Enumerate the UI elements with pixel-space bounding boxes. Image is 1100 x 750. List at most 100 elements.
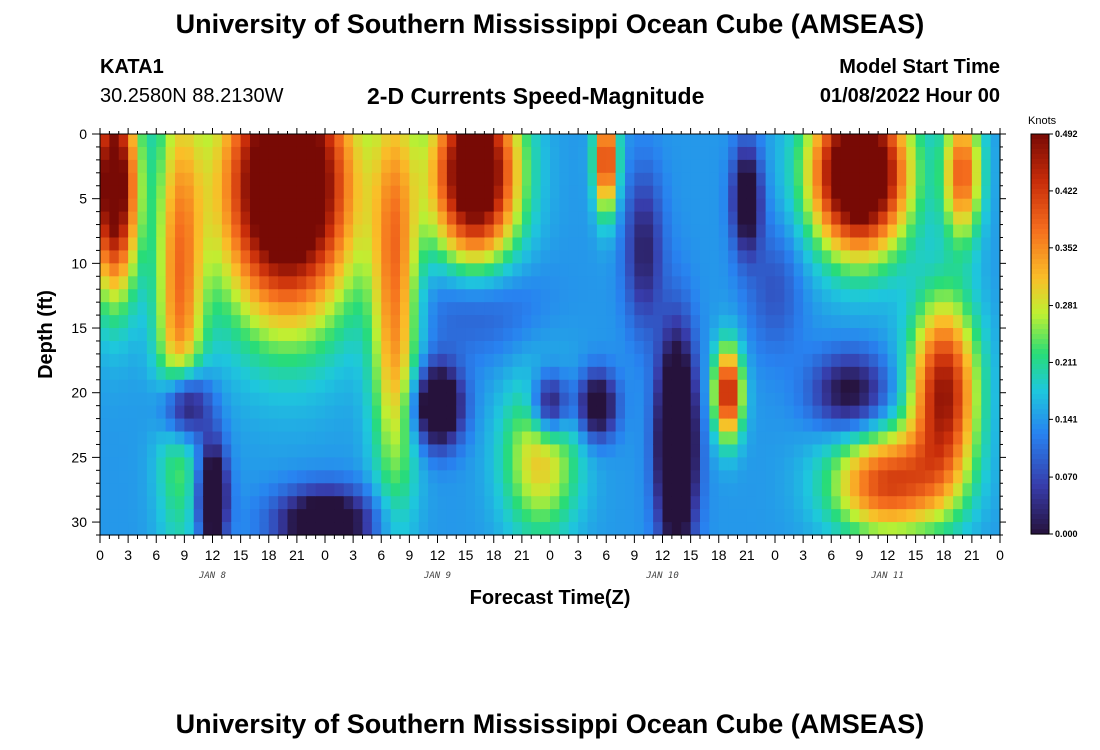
heatmap-cell [165,340,176,355]
heatmap-cell [653,172,664,187]
heatmap-cell [343,366,354,381]
heatmap-cell [831,379,842,394]
heatmap-cell [934,211,945,226]
heatmap-cell [784,483,795,497]
heatmap-cell [362,172,373,187]
heatmap-cell [906,328,917,342]
heatmap-cell [221,224,232,239]
heatmap-cell [878,470,889,484]
heatmap-cell [784,289,795,303]
heatmap-cell [531,496,542,510]
heatmap-cell [953,159,964,174]
heatmap-cell [343,146,354,161]
heatmap-cell [578,185,589,200]
heatmap-cell [540,431,551,446]
heatmap-cell [231,276,242,290]
heatmap-cell [475,315,485,329]
heatmap-cell [128,470,139,484]
heatmap-cell [596,250,607,264]
heatmap-cell [100,379,110,394]
heatmap-cell [653,237,664,252]
heatmap-cell [625,509,635,523]
heatmap-cell [737,444,748,458]
heatmap-cell [128,172,139,187]
heatmap-cell [409,483,420,497]
heatmap-cell [456,198,467,213]
heatmap-cell [193,392,204,407]
heatmap-cell [746,483,757,497]
heatmap-cell [868,276,879,290]
heatmap-cell [484,224,495,239]
heatmap-cell [503,379,514,394]
heatmap-cell [859,470,870,484]
x-tick-label: 12 [205,547,221,563]
heatmap-cell [643,250,654,264]
heatmap-cell [343,237,354,252]
heatmap-cell [118,250,129,264]
heatmap-cell [287,431,298,446]
heatmap-cell [128,418,139,433]
heatmap-cell [662,211,673,226]
heatmap-cell [156,353,167,368]
heatmap-cell [128,522,139,536]
heatmap-cell [756,418,767,433]
heatmap-cell [971,159,982,174]
heatmap-cell [962,340,973,355]
colorbar-segment [1031,449,1049,455]
heatmap-cell [156,405,167,420]
heatmap-cell [831,444,842,458]
heatmap-cell [840,289,851,303]
heatmap-cell [165,146,176,161]
heatmap-cell [484,172,495,187]
heatmap-cell [718,418,729,433]
heatmap-cell [775,431,785,446]
heatmap-cell [643,483,654,497]
heatmap-cell [334,302,345,316]
heatmap-cell [756,224,767,239]
heatmap-cell [109,418,120,433]
heatmap-cell [775,470,785,484]
heatmap-cell [859,237,870,252]
heatmap-cell [362,457,373,471]
heatmap-cell [700,263,710,277]
heatmap-cell [371,302,382,316]
heatmap-cell [175,522,185,536]
heatmap-cell [540,289,551,303]
heatmap-cell [868,224,879,239]
heatmap-cell [390,289,401,303]
heatmap-cell [634,340,645,355]
heatmap-cell [615,237,626,252]
heatmap-cell [118,198,129,213]
heatmap-cell [184,211,195,226]
heatmap-cell [137,418,148,433]
heatmap-cell [381,444,392,458]
heatmap-cell [803,444,814,458]
heatmap-cell [868,289,879,303]
heatmap-cell [690,159,701,174]
heatmap-cell [878,366,889,381]
heatmap-cell [212,315,223,329]
heatmap-cell [737,483,748,497]
heatmap-cell [278,134,289,148]
heatmap-cell [812,172,823,187]
heatmap-cell [175,250,185,264]
heatmap-cell [925,198,935,213]
heatmap-cell [306,431,317,446]
heatmap-cell [803,392,814,407]
heatmap-cell [231,340,242,355]
heatmap-cell [765,457,776,471]
heatmap-cell [231,134,242,148]
heatmap-cell [615,185,626,200]
heatmap-cell [596,263,607,277]
heatmap-cell [287,224,298,239]
heatmap-cell [296,276,307,290]
heatmap-cell [184,418,195,433]
heatmap-cell [784,470,795,484]
heatmap-cell [109,159,120,174]
heatmap-cell [296,509,307,523]
heatmap-cell [193,172,204,187]
heatmap-cell [775,509,785,523]
heatmap-cell [812,392,823,407]
heatmap-cell [690,470,701,484]
heatmap-cell [934,134,945,148]
